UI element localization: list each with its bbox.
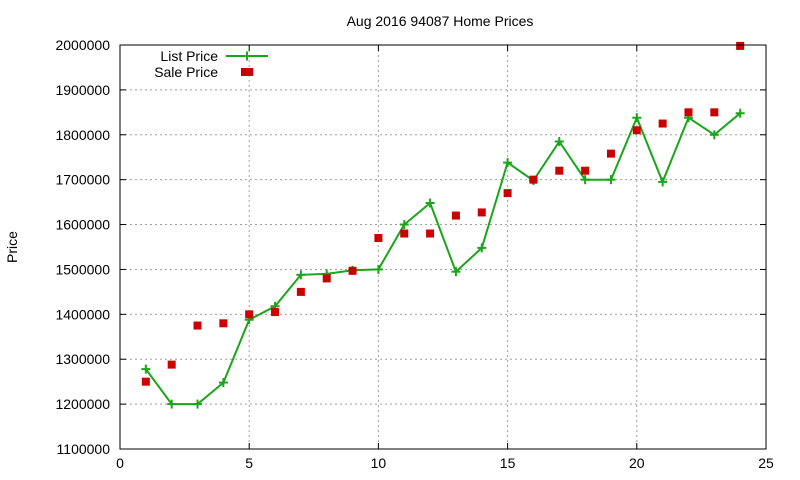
list-price-point — [167, 399, 177, 409]
y-axis-label: Price — [4, 231, 20, 263]
legend-label-sale-price: Sale Price — [154, 64, 218, 80]
y-tick-label: 1600000 — [55, 217, 110, 233]
list-price-point — [503, 158, 513, 168]
list-price-point — [193, 399, 203, 409]
sale-price-point — [632, 126, 641, 135]
sale-price-point — [400, 229, 409, 238]
sale-price-point — [606, 149, 615, 158]
sale-price-point — [322, 274, 331, 283]
y-tick-label: 1400000 — [55, 306, 110, 322]
y-tick-label: 1300000 — [55, 351, 110, 367]
plot-frame — [119, 44, 767, 450]
x-tick-label: 20 — [629, 455, 645, 471]
sale-price-point — [503, 189, 512, 198]
list-price-point — [425, 198, 435, 208]
list-price-point — [606, 175, 616, 185]
list-price-point — [735, 108, 745, 118]
tick-labels: 0 5 10 15 20 25 1100000 1200000 1300000 1400000 15… — [55, 37, 774, 471]
sale-price-point — [348, 266, 357, 275]
list-price-point — [554, 137, 564, 147]
sale-price-point — [451, 211, 460, 220]
legend-label-list-price: List Price — [160, 48, 218, 64]
list-price-point — [580, 175, 590, 185]
sale-price-point — [374, 234, 383, 243]
list-price-point — [218, 378, 228, 388]
chart-title: Aug 2016 94087 Home Prices — [347, 13, 534, 29]
sale-price-point — [245, 310, 254, 319]
list-price-point — [373, 264, 383, 274]
y-tick-label: 1500000 — [55, 261, 110, 277]
y-tick-label: 2000000 — [55, 37, 110, 53]
sale-price-point — [193, 321, 202, 330]
list-price-point — [709, 130, 719, 140]
x-tick-label: 15 — [500, 455, 516, 471]
list-price-point — [451, 267, 461, 277]
y-tick-label: 1800000 — [55, 127, 110, 143]
sale-price-point — [581, 166, 590, 175]
sale-price-point — [555, 166, 564, 175]
list-price-point — [141, 364, 151, 374]
sale-price-point — [684, 108, 693, 117]
grid — [120, 45, 766, 449]
series-layer — [141, 41, 745, 409]
sale-price-point — [426, 229, 435, 238]
list-price-point — [477, 243, 487, 253]
list-price-point — [632, 113, 642, 123]
legend: List Price Sale Price — [154, 48, 268, 80]
legend-sample-sale-price — [241, 68, 249, 76]
list-price-point — [296, 270, 306, 280]
sale-price-point — [271, 308, 280, 317]
legend-marker-list-price — [242, 51, 252, 61]
y-tick-label: 1100000 — [57, 441, 111, 457]
legend-marker-sale-price — [241, 68, 249, 76]
series-line-list-price — [144, 112, 741, 406]
y-tick-label: 1900000 — [55, 82, 110, 98]
sale-price-point — [296, 287, 305, 296]
x-tick-label: 0 — [116, 455, 124, 471]
sale-price-point — [141, 377, 150, 386]
sale-price-point — [736, 41, 745, 50]
sale-price-point — [245, 67, 254, 76]
list-price-point — [399, 220, 409, 230]
y-tick-label: 1700000 — [55, 172, 110, 188]
x-tick-label: 25 — [758, 455, 774, 471]
sale-price-point — [529, 175, 538, 184]
y-tick-label: 1200000 — [55, 396, 110, 412]
x-tick-label: 5 — [245, 455, 253, 471]
legend-sample-list-price — [226, 51, 268, 61]
sale-price-point — [658, 119, 667, 128]
sale-price-point — [167, 360, 176, 369]
list-price-point — [658, 177, 668, 187]
sale-price-point — [710, 108, 719, 117]
sale-price-point — [477, 208, 486, 217]
x-tick-label: 10 — [371, 455, 387, 471]
sale-price-point — [219, 319, 228, 328]
